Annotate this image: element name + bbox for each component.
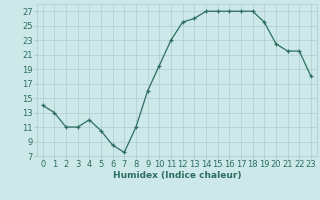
X-axis label: Humidex (Indice chaleur): Humidex (Indice chaleur) [113,171,241,180]
